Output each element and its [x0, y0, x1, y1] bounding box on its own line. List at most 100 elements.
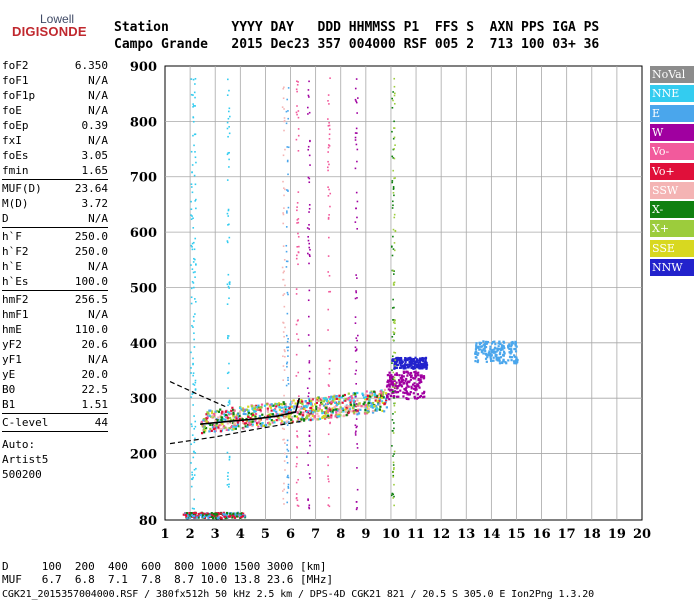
echo-point — [423, 390, 426, 393]
echo-point — [393, 467, 395, 469]
echo-point — [356, 334, 359, 337]
echo-point — [400, 360, 404, 363]
echo-point — [366, 405, 369, 408]
echo-point — [406, 370, 409, 373]
echo-point — [394, 92, 396, 95]
echo-point — [416, 360, 419, 363]
echo-point — [308, 392, 310, 394]
echo-point — [283, 369, 286, 371]
x-tick-label: 13 — [457, 527, 475, 542]
echo-point — [419, 362, 423, 365]
echo-point — [226, 240, 229, 242]
echo-point — [297, 116, 300, 119]
echo-point — [285, 110, 288, 113]
echo-point — [268, 405, 271, 408]
echo-point — [488, 350, 491, 353]
echo-point — [327, 160, 329, 163]
echo-point — [354, 136, 357, 139]
echo-point — [328, 274, 331, 277]
echo-point — [313, 417, 316, 420]
echo-point — [477, 345, 480, 348]
echo-point — [303, 407, 306, 411]
echo-point — [304, 416, 308, 419]
echo-point — [193, 468, 196, 471]
echo-point — [391, 97, 393, 100]
echo-point — [327, 216, 330, 219]
echo-point — [228, 89, 230, 92]
echo-point — [486, 340, 489, 344]
echo-point — [240, 416, 243, 420]
echo-point — [419, 359, 423, 362]
echo-point — [206, 415, 210, 418]
echo-point — [399, 358, 403, 361]
echo-point — [489, 356, 492, 359]
echo-point — [369, 393, 372, 396]
echo-point — [355, 403, 358, 405]
echo-point — [214, 512, 217, 515]
echo-point — [202, 514, 205, 517]
y-tick-label: 300 — [130, 392, 157, 407]
param-name: M(D) — [2, 197, 29, 210]
echo-point — [392, 157, 395, 159]
echo-point — [228, 427, 231, 430]
echo-point — [192, 105, 195, 107]
echo-point — [394, 177, 396, 179]
echo-point — [498, 362, 502, 365]
echo-point — [239, 515, 243, 519]
echo-point — [392, 137, 395, 140]
echo-point — [327, 271, 330, 273]
legend-item-noval: NoVal — [650, 66, 694, 83]
echo-point — [476, 346, 479, 349]
echo-point — [392, 148, 395, 151]
echo-point — [306, 415, 309, 418]
param-value: 0.39 — [81, 119, 109, 132]
echo-point — [513, 354, 516, 357]
param-name: C-level — [2, 416, 49, 429]
echo-point — [356, 339, 358, 342]
echo-point — [391, 130, 393, 133]
echo-point — [281, 406, 284, 409]
echo-point — [284, 404, 287, 407]
echo-point — [375, 407, 378, 410]
echo-point — [419, 374, 422, 377]
echo-point — [268, 417, 271, 420]
echo-point — [391, 375, 394, 378]
echo-point — [297, 128, 300, 130]
echo-point — [266, 418, 269, 421]
echo-point — [320, 397, 323, 400]
echo-point — [222, 411, 225, 414]
echo-point — [425, 361, 428, 364]
echo-point — [366, 409, 369, 413]
echo-point — [490, 349, 493, 352]
echo-point — [286, 340, 289, 343]
echo-point — [410, 387, 413, 390]
echo-point — [222, 512, 225, 516]
echo-point — [191, 215, 193, 217]
echo-point — [393, 397, 395, 399]
echo-point — [290, 416, 294, 419]
echo-point — [229, 412, 233, 415]
echo-point — [302, 411, 305, 414]
echo-point — [480, 345, 483, 348]
echo-point — [514, 362, 517, 365]
echo-point — [308, 402, 311, 405]
echo-point — [283, 119, 286, 122]
echo-point — [293, 415, 296, 418]
echo-point — [253, 414, 256, 417]
echo-point — [245, 417, 248, 421]
echo-point — [227, 208, 230, 211]
echo-point — [194, 379, 197, 382]
param-row: foF2 6.350 — [2, 58, 108, 73]
echo-point — [285, 456, 288, 458]
param-name: foEp — [2, 119, 29, 132]
echo-point — [194, 156, 197, 159]
echo-point — [211, 513, 214, 516]
echo-point — [394, 365, 396, 367]
echo-point — [295, 88, 298, 91]
echo-point — [308, 440, 311, 443]
echo-point — [285, 420, 288, 423]
autoscaling-line: Auto: — [2, 438, 36, 451]
echo-point — [355, 404, 358, 407]
echo-point — [321, 412, 324, 415]
param-name: fmin — [2, 164, 29, 177]
